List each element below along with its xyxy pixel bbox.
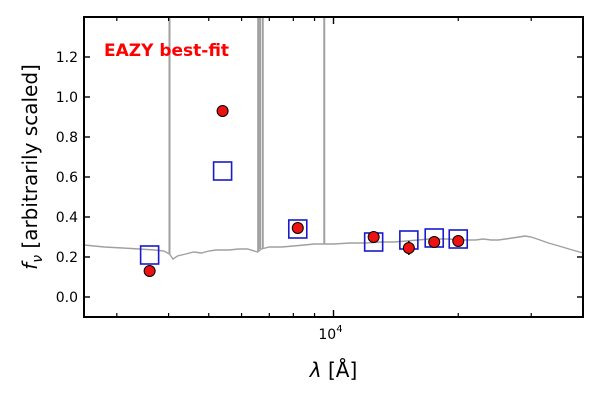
y-tick-label-3: 0.6 [56, 170, 78, 186]
y-tick-labels: 0.0 0.2 0.4 0.6 0.8 1.0 1.2 [56, 50, 78, 306]
x-axis-label: λ [Å] [309, 358, 358, 382]
plot-frame [83, 16, 584, 318]
observed-flux-point-2 [291, 222, 304, 234]
model-flux-square-1 [212, 161, 233, 181]
spectrum-layer [83, 235, 584, 260]
x-axis-unit: [Å] [328, 358, 357, 382]
y-tick-label-0: 0.0 [56, 290, 78, 306]
model-photometry-layer [139, 161, 469, 265]
y-tick-label-2: 0.4 [56, 210, 78, 226]
observed-photometry-layer [143, 105, 465, 277]
y-axis-rest: [arbitrarily scaled] [18, 64, 42, 248]
x-tick-label: 104 [318, 324, 342, 343]
x-tick-base: 10 [318, 327, 336, 343]
y-axis-subscript: ν [30, 255, 46, 263]
y-tick-label-1: 0.2 [56, 250, 78, 266]
axis-ticks [84, 17, 584, 317]
observed-flux-point-4 [402, 242, 415, 254]
y-tick-label-6: 1.2 [56, 50, 78, 66]
x-axis-symbol: λ [309, 358, 322, 382]
model-flux-square-2 [287, 219, 308, 239]
observed-flux-point-0 [143, 265, 156, 277]
x-tick-exponent: 4 [336, 324, 342, 335]
y-axis-label: fν [arbitrarily scaled] [18, 64, 46, 270]
observed-flux-point-1 [216, 105, 229, 117]
chart-annotation: EAZY best-fit [104, 41, 229, 61]
observed-flux-point-3 [367, 231, 380, 243]
emission-lines-layer [168, 17, 326, 254]
y-tick-label-4: 0.8 [56, 130, 78, 146]
model-spectrum-line [83, 235, 584, 260]
observed-flux-point-6 [452, 235, 465, 247]
observed-flux-point-5 [428, 236, 441, 248]
y-tick-label-5: 1.0 [56, 90, 78, 106]
model-flux-square-6 [448, 229, 469, 249]
y-axis-symbol: f [18, 260, 42, 270]
model-flux-square-0 [139, 245, 160, 265]
